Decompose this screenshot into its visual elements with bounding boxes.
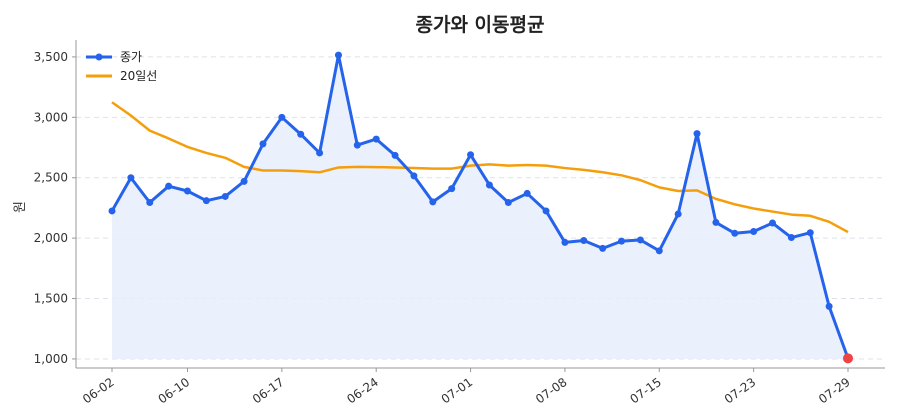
x-tick-label: 07-23 [722,375,759,406]
series-line-ma20 [111,101,849,234]
close-point [183,187,191,195]
x-tick-label: 06-10 [156,375,193,406]
close-point [278,113,286,121]
y-tick-label: 3,500 [34,50,68,64]
close-point [485,181,493,189]
close-point [599,244,607,252]
legend: 종가 20일선 [86,50,157,83]
close-point [618,237,626,245]
close-point [165,182,173,190]
y-tick-label: 1,000 [34,352,68,366]
close-point [429,198,437,206]
close-point [769,219,777,227]
close-point [806,229,814,237]
y-tick-label: 2,000 [34,231,68,245]
close-point [127,174,135,182]
close-point [221,192,229,200]
series-line-close [110,53,850,359]
close-point [750,227,758,235]
close-point [693,130,701,138]
close-point [448,185,456,193]
close-point [731,229,739,237]
x-tick-label: 06-02 [80,375,117,406]
close-point [636,236,644,244]
close-point [240,177,248,185]
close-point [504,198,512,206]
y-tick-label: 2,500 [34,171,68,185]
close-points [108,51,853,364]
y-tick-label: 1,500 [34,292,68,306]
y-axis-ticks: 1,000 1,500 2,000 2,500 3,000 3,500 [34,50,76,366]
close-point [297,130,305,138]
close-point [674,210,682,218]
close-area-fill [112,55,848,359]
close-point [334,51,342,59]
x-tick-label: 07-15 [627,375,664,406]
close-point [391,151,399,159]
x-tick-label: 07-08 [533,375,570,406]
close-point [146,198,154,206]
close-point [523,189,531,197]
close-point [316,149,324,157]
close-point [410,172,418,180]
axes [75,40,885,369]
close-point [467,151,475,159]
close-point [353,141,361,149]
y-tick-label: 3,000 [34,110,68,124]
close-point [580,237,588,245]
close-point [372,135,380,143]
close-point [259,140,267,148]
y-axis-label: 원 [13,201,28,213]
close-point [655,247,663,255]
last-close-point [843,353,853,364]
legend-label-close: 종가 [120,50,142,64]
x-tick-label: 06-17 [250,375,287,406]
x-tick-label: 06-24 [344,375,381,406]
x-tick-label: 07-01 [439,375,476,406]
x-tick-label: 07-29 [816,375,853,406]
chart-title: 종가와 이동평균 [416,14,545,36]
close-point [787,234,795,242]
close-point [825,302,833,310]
legend-label-ma20: 20일선 [120,69,157,83]
x-axis-ticks: 06-02 06-10 06-17 06-24 07-01 07-08 07-15 07-23… [80,368,853,406]
legend-marker-close [95,53,103,61]
close-point [561,238,569,246]
close-point [542,207,550,215]
close-point [202,197,210,205]
close-point [108,207,116,215]
close-point [712,218,720,226]
